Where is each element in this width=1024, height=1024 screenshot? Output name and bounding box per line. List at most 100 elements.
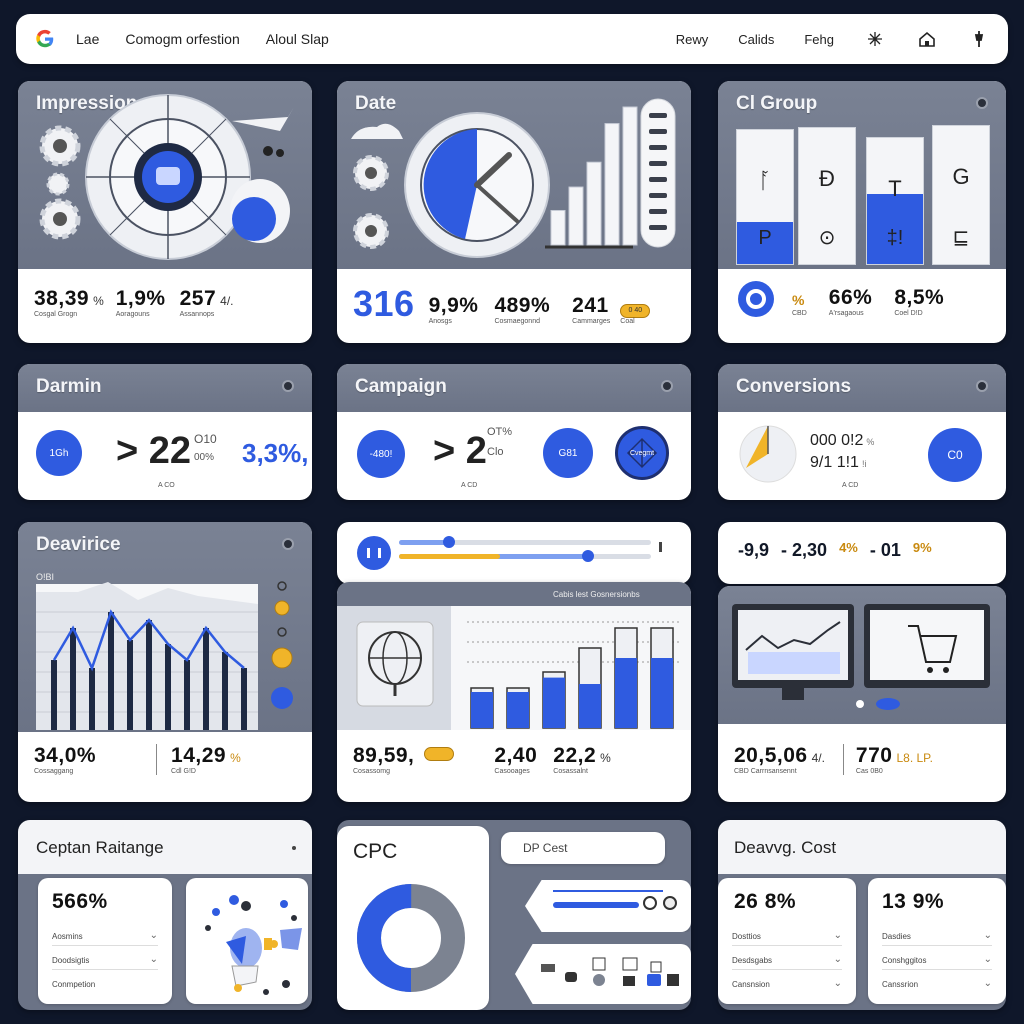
ci-group-menu-icon[interactable] (976, 97, 988, 109)
nav-link-3[interactable]: Aloul Slap (265, 31, 329, 47)
slider-track[interactable] (399, 550, 651, 562)
conversions-title: Conversions (736, 376, 852, 397)
ci-group-stat-2-label: A'rsagaous (828, 310, 864, 317)
campaign-aside-top: OT% (487, 426, 513, 438)
ci-group-column-fill (737, 222, 793, 264)
campaign-bars-card-header: Cabis lest Gosnersionbs (337, 582, 691, 730)
monitors-stat-1-unit: 4/. (811, 751, 825, 765)
devavg-right-row-1[interactable]: Dasdies ⌄ (882, 930, 992, 946)
date-stat-5: 0 40 Coal (620, 299, 651, 325)
devirice-stat-2-value: 14,29 (171, 744, 227, 767)
devavg-card: Deavvg. Cost 26 8% Dosttios ⌄ Desdsgabs ⌄ … (718, 820, 1006, 1010)
slider-card (337, 522, 691, 584)
devirice-stat-1: 34,0% Cossaggang (34, 744, 96, 775)
darmin-card: Darmin 1Gh > 22 O10 00% 3,3%, A CO (18, 364, 312, 500)
slider-knob[interactable] (582, 550, 594, 562)
devirice-stat-1-value: 34,0% (34, 744, 97, 767)
cpc-progress-knob-2[interactable] (663, 896, 677, 910)
date-card-header: Date (337, 81, 691, 269)
ci-group-stat-2: 66% A'rsagaous (829, 286, 873, 317)
conversions-menu-icon[interactable] (976, 380, 988, 392)
nav-link-2[interactable]: Comogm orfestion (125, 31, 240, 47)
captan-stat: 566% (52, 890, 108, 913)
impressions-card-header: Impressions (18, 81, 312, 269)
date-stat-4: 241 Cammarges (572, 294, 610, 325)
date-bar (568, 186, 584, 246)
ci-group-column[interactable]: T ‡! (866, 137, 924, 265)
sparkle-icon[interactable] (864, 28, 886, 50)
chevron-down-icon: ⌄ (833, 954, 842, 965)
date-slot (649, 129, 667, 134)
google-logo[interactable] (34, 28, 56, 50)
devavg-right-row-1-label: Dasdies (882, 932, 911, 941)
home-icon[interactable] (916, 28, 938, 50)
devavg-title: Deavvg. Cost (734, 838, 837, 857)
monitors-illustration (732, 604, 990, 710)
campaign-circle-right[interactable]: Cvegmt (615, 426, 669, 480)
devirice-axis-label: O!BI (36, 572, 55, 582)
date-bar (550, 210, 566, 246)
slider-knob[interactable] (443, 536, 456, 548)
slider-toggle-icon[interactable] (357, 536, 391, 570)
date-stat-3: 489% Cosmaegonnd (494, 294, 550, 325)
ci-group-stat-1-label: CBD (792, 310, 807, 317)
campaign-bars-stat-2-label: Casooages (494, 768, 530, 775)
devavg-right-row-3[interactable]: Canssrion ⌄ (882, 978, 992, 993)
ci-group-column[interactable]: Ð ⊙ (798, 127, 856, 265)
summary-value-1: -9,9 (738, 540, 770, 560)
devavg-left-row-2[interactable]: Desdsgabs ⌄ (732, 954, 842, 970)
devavg-left-row-3[interactable]: Cansnsion ⌄ (732, 978, 842, 993)
campaign-bars-stat-1-label: Cosassomg (353, 768, 390, 775)
darmin-menu-icon[interactable] (282, 380, 294, 392)
campaign-circle-left[interactable]: -480! (357, 430, 405, 478)
captan-row-3[interactable]: Conmpetion (52, 980, 158, 993)
campaign-bars-pill (424, 747, 455, 761)
campaign-menu-icon[interactable] (661, 380, 673, 392)
chevron-down-icon: ⌄ (983, 930, 992, 941)
campaign-bar-fill (651, 658, 673, 728)
cpc-progress-card (525, 880, 691, 932)
cpc-pill-label: DP Cest (523, 841, 568, 855)
impressions-stat-1: 38,39% Cosgal Grogn (34, 287, 104, 318)
date-stat-3-label: Cosmaegonnd (494, 318, 540, 325)
monitors-stat-1: 20,5,06 4/. CBD Carrnsansennt (734, 744, 825, 775)
date-stat-4-value: 241 (572, 294, 609, 317)
nav-right-link-3[interactable]: Fehg (804, 31, 834, 47)
devavg-left-row-1[interactable]: Dosttios ⌄ (732, 930, 842, 946)
ci-group-card: Cl Group ᚪ P Ð ⊙ T ‡! G ⊑ % CBD 66% A'rsagaous … (718, 81, 1006, 343)
devavg-right-row-2[interactable]: Conshggitos ⌄ (882, 954, 992, 970)
cpc-progress-knob-1[interactable] (643, 896, 657, 910)
captan-row-2[interactable]: Doodsigtis ⌄ (52, 954, 158, 970)
devirice-menu-icon[interactable] (282, 538, 294, 550)
captan-row-1[interactable]: Aosmins ⌄ (52, 930, 158, 946)
impressions-stat-3-unit: 4/. (220, 294, 234, 308)
chevron-down-icon: ⌄ (983, 954, 992, 965)
nav-right-link-2[interactable]: Calids (738, 31, 775, 47)
devirice-stats: 34,0% Cossaggang 14,29% Cdl G!D (34, 744, 241, 775)
campaign-title: Campaign (355, 376, 447, 397)
campaign-bars-stat-3-value: 22,2 (553, 744, 597, 767)
cpc-progress-track (553, 902, 639, 908)
darmin-value: > 22 (116, 430, 192, 472)
date-bar (586, 161, 602, 246)
conversions-line-2-value: 9/1 1!1 (810, 454, 859, 471)
date-stat-4-label: Cammarges (572, 318, 611, 325)
campaign-bar-fill (579, 684, 601, 728)
ci-group-column[interactable]: G ⊑ (932, 125, 990, 265)
campaign-aside-bottom: Clo (487, 446, 504, 458)
pin-icon[interactable] (968, 28, 990, 50)
slider-track[interactable] (399, 536, 651, 548)
date-slot (649, 225, 667, 230)
ci-group-ring-icon (738, 281, 774, 317)
devirice-bar (165, 644, 171, 730)
conversions-circle[interactable]: C0 (928, 428, 982, 482)
devavg-right-stat: 13 9% (882, 890, 945, 913)
cpc-pill[interactable]: DP Cest (501, 832, 665, 864)
campaign-circle-mid[interactable]: G81 (543, 428, 593, 478)
nav-link-1[interactable]: Lae (76, 31, 100, 47)
nav-right-link-1[interactable]: Rewy (675, 31, 709, 47)
nav-right-group: Rewy Calids Fehg (676, 28, 990, 50)
monitors-stat-1-value: 20,5,06 (734, 744, 808, 767)
darmin-circle[interactable]: 1Gh (36, 430, 82, 476)
